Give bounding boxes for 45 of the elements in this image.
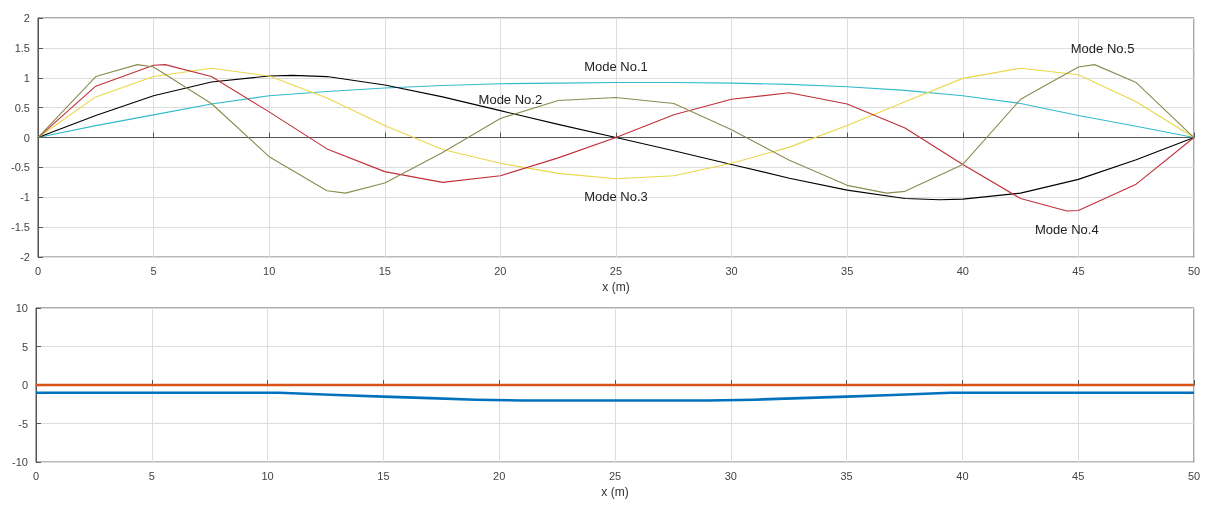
line-series	[37, 82, 1195, 139]
x-tick-label: 10	[263, 264, 276, 277]
y-tick-label: 0	[23, 131, 30, 144]
y-tick-label: 5	[21, 340, 28, 353]
x-axis-title: x (m)	[602, 280, 630, 294]
x-tick-label: 15	[377, 469, 390, 482]
x-tick-label: 5	[150, 264, 157, 277]
x-tick-label: 0	[34, 264, 42, 277]
y-tick-label: 10	[15, 302, 28, 314]
x-tick-label: 45	[1072, 469, 1085, 482]
y-tick-label: 1	[23, 71, 30, 84]
y-tick-label: 0	[21, 379, 28, 392]
y-tick-label: -1.5	[10, 221, 30, 234]
x-tick-label: 35	[841, 264, 854, 277]
x-tick-label: 20	[493, 469, 506, 482]
x-tick-label: 35	[840, 469, 853, 482]
x-tick-label: 50	[1187, 469, 1201, 482]
series-label: Mode No.2	[478, 92, 543, 108]
x-tick-label: 50	[1187, 264, 1201, 277]
x-tick-label: 30	[724, 469, 737, 482]
y-tick-label: -10	[12, 456, 28, 469]
x-tick-label: 15	[378, 264, 391, 277]
y-tick-label: -5	[18, 417, 28, 430]
y-tick-label: -1	[20, 191, 30, 204]
x-tick-label: 40	[956, 469, 969, 482]
x-tick-label: 20	[494, 264, 507, 277]
series-label: Mode No.1	[584, 59, 648, 75]
x-axis-title: x (m)	[601, 485, 629, 499]
y-tick-label: 0.5	[14, 101, 30, 114]
x-tick-label: 10	[261, 469, 274, 482]
series-label: Mode No.4	[1035, 221, 1099, 237]
x-tick-label: 25	[609, 264, 623, 277]
series-label: Mode No.5	[1070, 41, 1135, 57]
series-label: Mode No.3	[584, 189, 648, 205]
y-tick-label: -0.5	[10, 161, 30, 174]
x-tick-label: 25	[608, 469, 622, 482]
x-tick-label: 45	[1072, 264, 1085, 277]
x-tick-label: 0	[32, 469, 40, 482]
y-tick-label: 2	[23, 12, 30, 24]
x-tick-label: 40	[956, 264, 969, 277]
y-tick-label: 1.5	[14, 41, 30, 54]
x-tick-label: 30	[725, 264, 738, 277]
line-series	[34, 391, 1196, 402]
x-tick-label: 5	[148, 469, 155, 482]
y-tick-label: -2	[20, 251, 30, 264]
